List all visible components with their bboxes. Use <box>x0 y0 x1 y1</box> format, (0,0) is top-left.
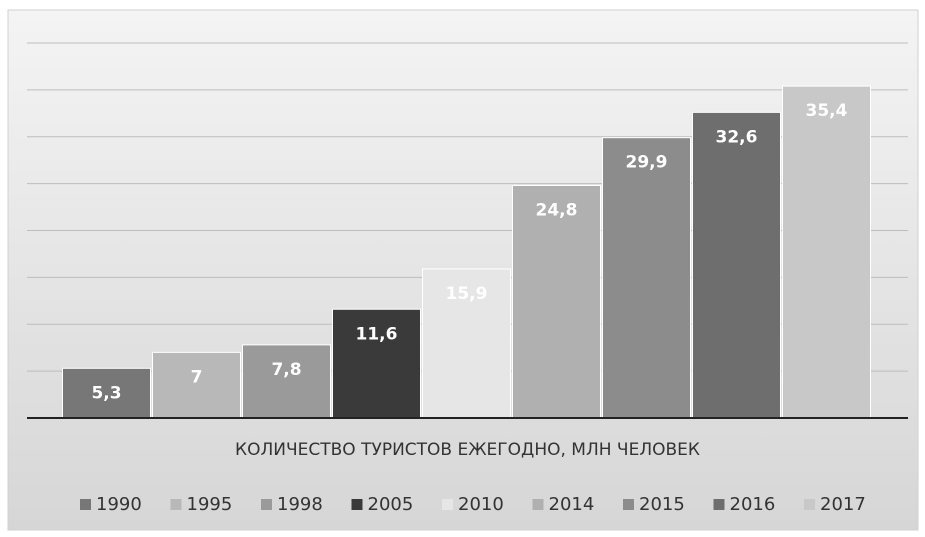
bar <box>242 344 331 419</box>
legend-swatch <box>351 499 363 510</box>
bar <box>692 111 781 419</box>
bar <box>602 137 691 419</box>
legend-label: 1995 <box>187 494 233 515</box>
legend-label: 2015 <box>639 494 685 515</box>
value-label: 7,8 <box>271 360 301 380</box>
value-label: 35,4 <box>806 101 848 121</box>
legend-label: 2005 <box>368 494 414 515</box>
x-tick-label: КОЛИЧЕСТВО ТУРИСТОВ ЕЖЕГОДНО, МЛН ЧЕЛОВЕ… <box>235 440 700 460</box>
legend-swatch <box>170 499 182 510</box>
legend-swatch <box>80 499 91 510</box>
legend-label: 2016 <box>730 494 776 515</box>
legend-label: 2010 <box>458 494 504 515</box>
legend-swatch <box>261 499 272 510</box>
legend-swatch <box>713 499 725 510</box>
value-label: 11,6 <box>356 324 398 344</box>
value-label: 15,9 <box>446 284 488 304</box>
value-label: 32,6 <box>716 127 758 147</box>
legend-label: 2017 <box>820 494 866 515</box>
legend-swatch <box>532 499 544 510</box>
bar <box>512 185 601 419</box>
value-label: 29,9 <box>626 153 668 173</box>
legend-swatch <box>623 499 634 510</box>
legend-label: 2014 <box>549 494 595 515</box>
legend-label: 1990 <box>96 494 142 515</box>
bar <box>782 85 871 419</box>
value-label: 5,3 <box>91 383 121 403</box>
legend-swatch <box>804 499 815 510</box>
legend-swatch <box>442 499 453 510</box>
value-label: 7 <box>191 367 203 387</box>
legend-label: 1998 <box>277 494 323 515</box>
value-label: 24,8 <box>536 201 578 221</box>
